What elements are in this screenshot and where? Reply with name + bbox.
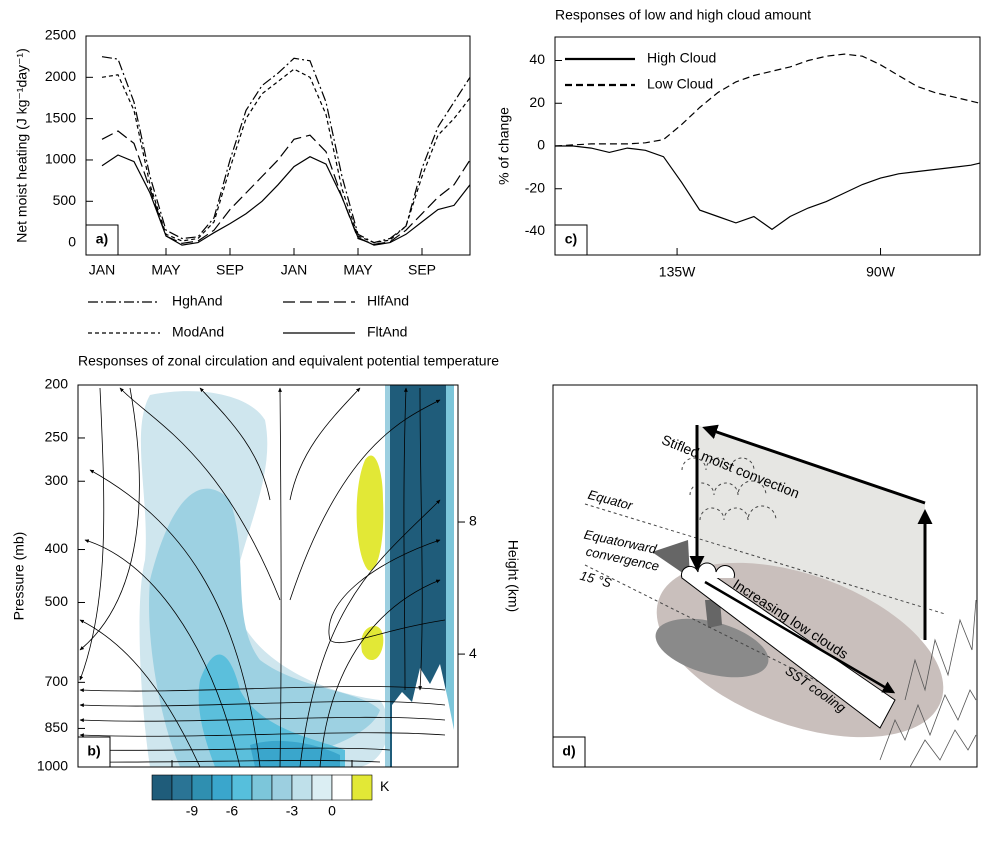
plot-frame (554, 36, 981, 256)
legend-label: HghAnd (172, 293, 223, 309)
x-tick-label: MAY (343, 262, 373, 278)
panel-label: b) (87, 743, 100, 759)
colorbar-swatch (311, 774, 333, 801)
y-tick-label: 500 (53, 192, 77, 208)
y-tick-label: 200 (45, 376, 69, 392)
colorbar-swatch (251, 774, 273, 801)
x-tick-label: 90W (866, 264, 896, 280)
colorbar-swatch (231, 774, 253, 801)
y-tick-label: 0 (537, 137, 545, 153)
y-tick-label: 850 (45, 719, 69, 735)
y-tick-label: 2000 (45, 68, 76, 84)
colorbar-swatch (211, 774, 233, 801)
colorbar-tick-label: 0 (328, 803, 336, 819)
x-tick-label: MAY (151, 262, 181, 278)
x-tick-label: SEP (408, 262, 436, 278)
y-tick-label: 20 (529, 94, 545, 110)
colorbar-tick-label: -3 (286, 803, 299, 819)
legend-label: HlfAnd (367, 293, 409, 309)
colorbar-swatch (351, 774, 373, 801)
y-axis-label: Pressure (mb) (11, 532, 27, 621)
y-tick-label: 1500 (45, 109, 76, 125)
contour-field (79, 385, 458, 767)
x-tick-label: 135W (659, 264, 696, 280)
colorbar-swatch (331, 774, 353, 801)
panel-label: d) (562, 743, 575, 759)
y-tick-label: 500 (45, 593, 69, 609)
x-tick-label: JAN (281, 262, 307, 278)
colorbar-swatch (291, 774, 313, 801)
x-tick-label: JAN (89, 262, 115, 278)
y-tick-label: 250 (45, 429, 69, 445)
y-tick-label: 1000 (37, 758, 68, 774)
series-line (555, 145, 981, 231)
series-line (101, 68, 471, 244)
plot-frame (85, 35, 471, 256)
colorbar-swatch (191, 774, 213, 801)
y-tick-label: 1000 (45, 151, 76, 167)
panel-label: a) (96, 231, 108, 247)
legend-label: FltAnd (367, 324, 407, 340)
legend-label: ModAnd (172, 324, 224, 340)
colorbar-swatch (151, 774, 173, 801)
y2-tick-label: 8 (469, 513, 477, 529)
panel-label-box (554, 224, 588, 256)
colorbar-tick-label: -9 (186, 803, 199, 819)
colorbar-swatch (271, 774, 293, 801)
panel-label: c) (565, 231, 577, 247)
legend-label: High Cloud (647, 50, 716, 66)
panel-label-box (77, 736, 111, 768)
panel-label-box (85, 224, 119, 256)
chart-title: Responses of low and high cloud amount (555, 7, 811, 23)
y-tick-label: -40 (525, 222, 545, 238)
y2-axis-label: Height (km) (505, 540, 521, 612)
colorbar-tick-label: -6 (226, 803, 239, 819)
y-tick-label: 400 (45, 540, 69, 556)
legend-label: Low Cloud (647, 76, 713, 92)
y-axis-label: Net moist heating (J kg⁻¹day⁻¹) (14, 48, 30, 243)
y2-tick-label: 4 (469, 645, 477, 661)
plot-frame (77, 384, 459, 768)
series-line (101, 154, 471, 246)
y-tick-label: -20 (525, 179, 545, 195)
panel-label-box (552, 736, 586, 768)
colorbar-swatch (171, 774, 193, 801)
schematic (552, 384, 978, 768)
y-tick-label: 300 (45, 472, 69, 488)
y-tick-label: 700 (45, 673, 69, 689)
x-tick-label: SEP (216, 262, 244, 278)
y-tick-label: 2500 (45, 27, 76, 43)
y-tick-label: 40 (529, 51, 545, 67)
y-axis-label: % of change (496, 107, 512, 185)
colorbar-unit: K (380, 778, 390, 794)
series-line (554, 53, 981, 147)
y-tick-label: 0 (68, 233, 76, 249)
chart-title: Responses of zonal circulation and equiv… (78, 353, 499, 369)
